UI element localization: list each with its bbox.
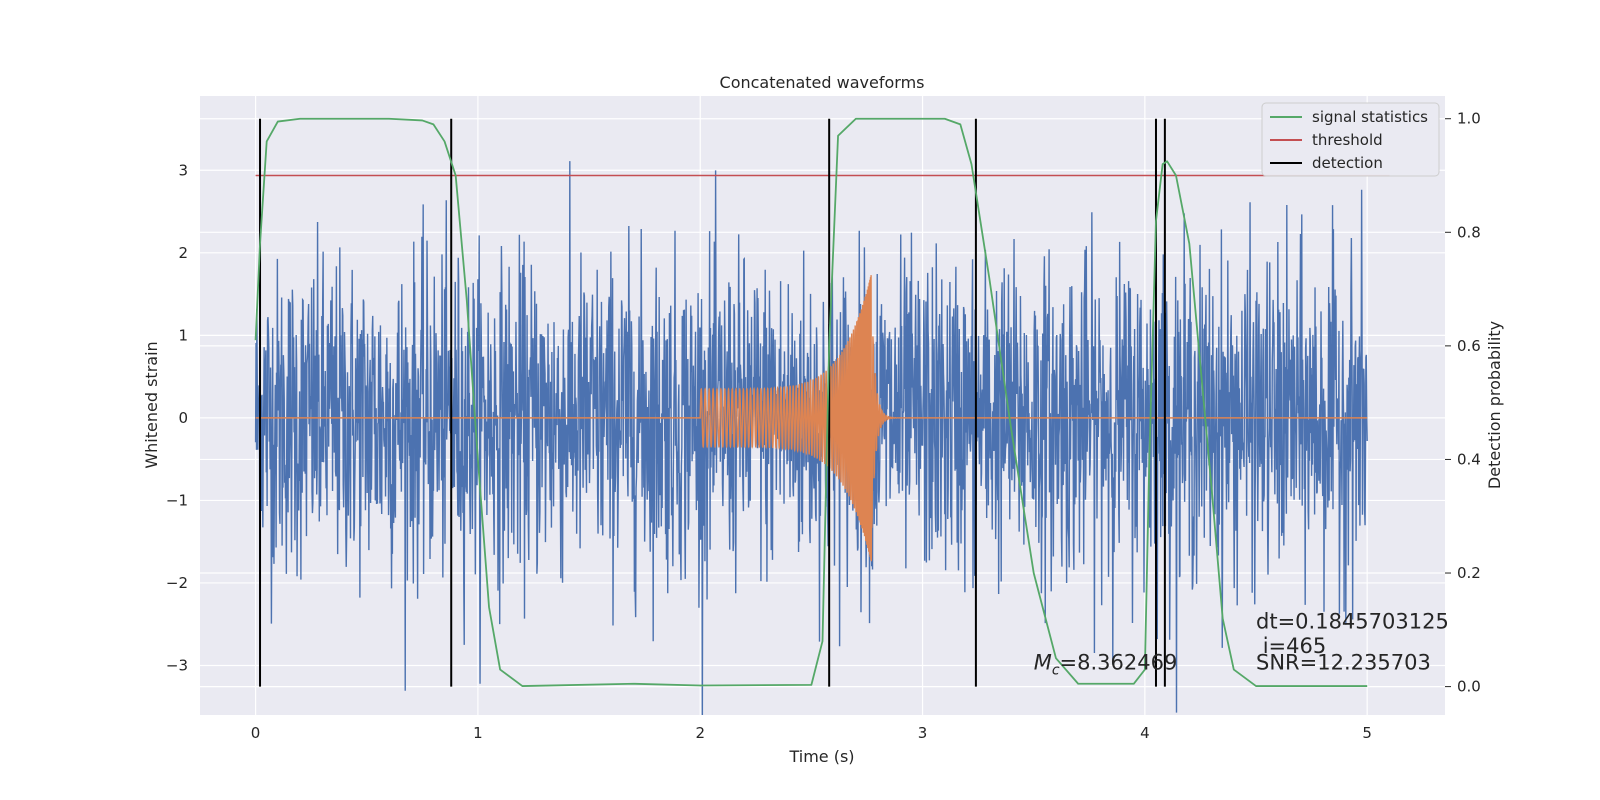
detection-lines [259,118,1166,687]
y-tick-label: 2 [178,244,188,262]
x-tick-label: 4 [1140,724,1150,742]
y2-tick-label: 0.4 [1457,450,1481,468]
legend-label-signal-statistics: signal statistics [1312,108,1428,126]
y2-tick-label: 0.2 [1457,564,1481,582]
y-tick-label: 1 [178,326,188,344]
bottom-ticks: 0 1 2 3 4 5 [251,724,1372,742]
legend-label-detection: detection [1312,154,1383,172]
y-tick-label: 0 [178,409,188,427]
y2-tick-label: 0.8 [1457,223,1481,241]
y-tick-label: −1 [166,491,188,509]
y2-tick-label: 0.6 [1457,337,1481,355]
x-axis-label: Time (s) [788,747,854,766]
legend-label-threshold: threshold [1312,131,1383,149]
y-tick-label: −3 [166,656,188,674]
y-tick-label: −2 [166,574,188,592]
snr-annotation: SNR=12.235703 [1256,651,1431,675]
x-tick-label: 5 [1362,724,1372,742]
y2-tick-label: 1.0 [1457,110,1481,128]
y-tick-label: 3 [178,161,188,179]
left-ticks: −3 −2 −1 0 1 2 3 [166,161,188,674]
x-tick-label: 1 [473,724,483,742]
chirp-mass-value: =8.362469 [1060,651,1178,675]
chart-title: Concatenated waveforms [720,73,925,92]
signal-statistics-series [254,117,1368,687]
index-annotation: i=465 [1256,634,1326,658]
annotations: Mc=8.362469 dt=0.1845703125 i=465 SNR=12… [1034,609,1449,678]
template-series [255,275,1368,562]
legend-box [1261,102,1440,177]
chirp-mass-symbol: M [1034,651,1052,675]
x-tick-label: 2 [695,724,705,742]
dt-annotation: dt=0.1845703125 [1256,609,1449,633]
y2-tick-label: 0.0 [1457,678,1481,696]
signal-statistics-line [254,117,1368,687]
template-trace [255,275,1368,562]
chirp-mass-subscript: c [1052,663,1060,679]
y2-axis-label: Detection probability [1485,321,1504,489]
y-axis-label: Whitened strain [142,341,161,468]
chirp-mass-annotation: Mc=8.362469 [1034,651,1178,679]
right-ticks: 0.0 0.2 0.4 0.6 0.8 1.0 [1445,110,1481,696]
legend: signal statistics threshold detection [1261,102,1440,177]
x-tick-label: 3 [918,724,928,742]
x-tick-label: 0 [251,724,261,742]
